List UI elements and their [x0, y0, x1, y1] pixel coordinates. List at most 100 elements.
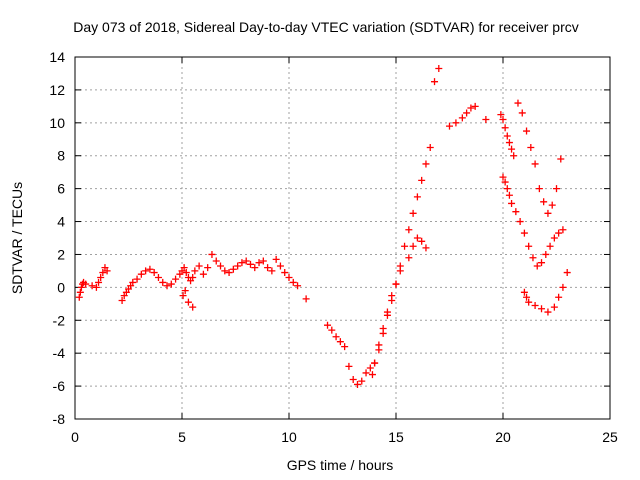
data-point-marker	[396, 267, 404, 275]
data-point-marker	[525, 242, 533, 250]
data-point-marker	[179, 292, 187, 300]
data-point-marker	[499, 116, 507, 124]
data-point-marker	[505, 191, 513, 199]
data-point-marker	[531, 301, 539, 309]
data-point-marker	[563, 269, 571, 277]
data-point-marker	[426, 144, 434, 151]
y-tick-label: -6	[53, 378, 66, 394]
data-point-marker	[362, 369, 370, 377]
y-tick-label: 0	[57, 279, 65, 295]
data-point-marker	[272, 255, 280, 263]
data-point-marker	[88, 282, 96, 290]
data-point-marker	[328, 326, 336, 334]
data-point-marker	[146, 265, 154, 273]
y-tick-label: 2	[57, 246, 65, 262]
data-point-marker	[523, 127, 531, 135]
data-point-marker	[82, 280, 90, 288]
data-point-marker	[467, 104, 475, 112]
data-point-marker	[548, 201, 556, 209]
data-point-marker	[435, 65, 443, 73]
data-point-marker	[375, 341, 383, 349]
data-point-marker	[392, 280, 400, 288]
data-point-marker	[405, 226, 413, 234]
data-point-marker	[553, 185, 560, 193]
data-point-marker	[289, 278, 297, 286]
data-point-marker	[557, 155, 565, 163]
data-points	[75, 65, 571, 388]
data-point-marker	[550, 303, 558, 311]
data-point-marker	[409, 242, 417, 250]
data-point-marker	[497, 111, 505, 119]
data-point-marker	[336, 338, 344, 346]
data-point-marker	[92, 283, 100, 291]
x-axis-label: GPS time / hours	[287, 457, 394, 473]
data-point-marker	[133, 275, 141, 283]
data-point-marker	[154, 273, 162, 281]
data-point-marker	[520, 229, 528, 237]
data-point-marker	[99, 269, 107, 277]
data-point-marker	[281, 269, 289, 277]
data-point-marker	[345, 362, 353, 370]
data-point-marker	[242, 257, 250, 265]
data-point-marker	[555, 293, 563, 301]
data-point-marker	[255, 259, 263, 267]
data-point-marker	[349, 376, 357, 384]
data-point-marker	[238, 259, 246, 267]
data-point-marker	[535, 185, 543, 193]
data-point-marker	[137, 270, 145, 278]
data-point-marker	[341, 343, 349, 351]
data-point-marker	[559, 283, 567, 291]
data-point-marker	[388, 292, 396, 300]
data-point-marker	[431, 78, 439, 86]
data-point-marker	[75, 293, 83, 301]
data-point-marker	[550, 234, 558, 242]
data-point-marker	[418, 237, 426, 245]
data-point-marker	[251, 264, 259, 272]
data-point-marker	[418, 176, 426, 184]
data-point-marker	[544, 308, 552, 316]
plot-frame	[74, 56, 611, 420]
y-tick-label: 12	[49, 82, 65, 98]
data-point-marker	[76, 288, 84, 296]
data-point-marker	[246, 260, 254, 268]
data-point-marker	[142, 267, 150, 275]
data-point-marker	[184, 298, 192, 306]
data-point-marker	[520, 288, 528, 296]
data-point-marker	[531, 160, 539, 168]
data-point-marker	[512, 208, 520, 216]
data-point-marker	[409, 209, 417, 217]
y-tick-label: -8	[53, 411, 66, 427]
x-tick-labels: 0 5 10 15 20 25	[71, 429, 618, 445]
x-tick-label: 5	[178, 429, 186, 445]
data-point-marker	[505, 139, 513, 147]
y-tick-label: 8	[57, 148, 65, 164]
data-point-marker	[234, 262, 242, 270]
axis-ticks	[74, 56, 611, 420]
data-point-marker	[401, 242, 409, 250]
data-point-marker	[546, 242, 554, 250]
data-point-marker	[514, 99, 522, 107]
data-point-marker	[501, 178, 509, 186]
data-point-marker	[379, 325, 387, 332]
data-point-marker	[225, 269, 233, 277]
data-point-marker	[217, 262, 225, 270]
x-tick-label: 15	[388, 429, 404, 445]
data-point-marker	[189, 273, 197, 281]
data-point-marker	[508, 145, 516, 153]
data-point-marker	[276, 262, 284, 270]
data-point-marker	[324, 321, 332, 329]
data-point-marker	[97, 273, 105, 281]
data-point-marker	[95, 278, 103, 286]
data-point-marker	[482, 116, 490, 124]
chart-title: Day 073 of 2018, Sidereal Day-to-day VTE…	[73, 19, 579, 35]
data-point-marker	[77, 283, 85, 291]
data-point-marker	[405, 254, 413, 262]
data-point-marker	[181, 287, 189, 295]
data-point-marker	[503, 132, 511, 140]
data-point-marker	[118, 297, 126, 305]
data-point-marker	[221, 267, 229, 275]
data-point-marker	[540, 198, 548, 206]
data-point-marker	[180, 264, 188, 272]
data-point-marker	[523, 293, 531, 301]
data-point-marker	[264, 264, 272, 272]
